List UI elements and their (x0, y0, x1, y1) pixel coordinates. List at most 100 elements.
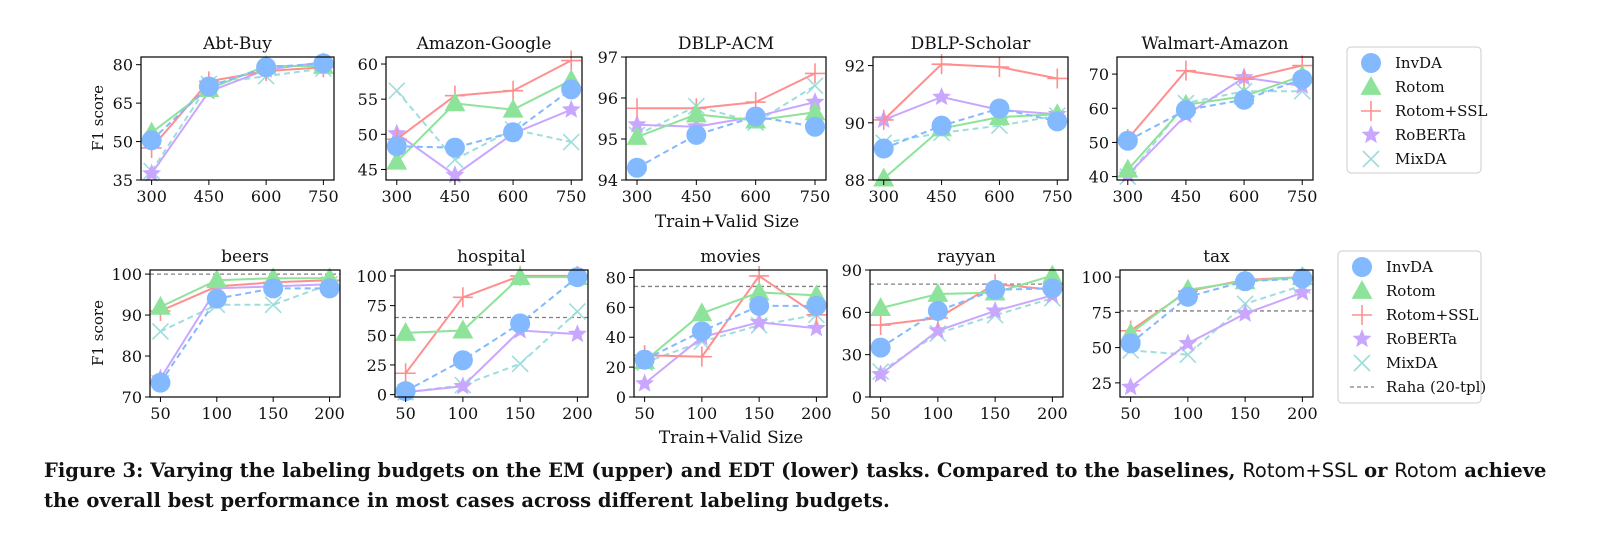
series-line-roberta (1129, 291, 1303, 388)
data-point-invda (503, 122, 524, 143)
x-tick-label: 600 (984, 187, 1015, 206)
legend-label-rotom-ssl: Rotom+SSL (1395, 102, 1487, 120)
x-tick-label: 450 (681, 187, 712, 206)
series-line-rotom-ssl (1127, 64, 1303, 140)
data-point-roberta (806, 318, 826, 337)
series-rotom-ssl (634, 265, 827, 367)
data-point-invda (749, 295, 770, 316)
data-point-mixda (806, 77, 824, 95)
series-line-rotom (643, 291, 817, 362)
series-roberta (150, 274, 340, 387)
data-point-mixda (511, 355, 529, 373)
x-tick-label: 100 (923, 404, 954, 423)
data-point-invda (985, 279, 1006, 300)
chart-panel-walmart-amazon: Walmart-Amazon 40 50 60 70 300 450 600 750 (1089, 34, 1318, 206)
x-tick-label: 600 (251, 187, 282, 206)
series-invda (1120, 268, 1313, 354)
caption-system-rotom-ssl: Rotom+SSL (1242, 459, 1358, 482)
series-line-mixda (405, 310, 579, 394)
data-point-roberta (142, 163, 162, 182)
legend-top: InvDA Rotom Rotom+SSL RoBERTa MixDA (1346, 46, 1487, 174)
data-point-rotom (691, 302, 713, 322)
y-axis-label-bottom: F1 score (89, 300, 107, 366)
y-tick-label: 97 (598, 48, 618, 67)
legend-frame (1337, 250, 1482, 404)
data-point-invda (1234, 89, 1255, 110)
x-tick-label: 300 (382, 187, 413, 206)
data-point-rotom-ssl (1047, 68, 1068, 89)
data-point-roberta (1292, 282, 1312, 301)
series-line-rotom-ssl (637, 72, 816, 110)
x-tick-label: 50 (395, 404, 415, 423)
series-line-rotom (880, 274, 1053, 310)
y-tick-label: 95 (598, 130, 618, 149)
y-tick-label: 50 (1092, 339, 1112, 358)
plot-frame (385, 56, 583, 181)
y-tick-label: 75 (367, 297, 387, 316)
x-tick-label: 150 (1230, 404, 1261, 423)
legend-swatch-invda (1352, 257, 1372, 277)
x-tick-label: 150 (980, 404, 1011, 423)
y-tick-label: 25 (1092, 374, 1112, 393)
data-point-invda (561, 79, 582, 100)
data-point-rotom (873, 167, 895, 187)
y-tick-label: 55 (358, 90, 378, 109)
data-point-rotom-ssl (805, 63, 825, 84)
data-point-rotom (444, 92, 466, 112)
data-point-rotom-ssl (503, 80, 524, 101)
series-rotom-ssl (873, 54, 1068, 130)
chart-panel-hospital: hospital 0 25 50 75 100 50 100 150 200 (356, 247, 592, 423)
y-tick-label: 45 (358, 160, 378, 179)
series-line-rotom (1129, 276, 1303, 335)
series-line-roberta (883, 95, 1058, 121)
chart-panel-movies: movies 0 20 40 60 80 50 100 150 200 (606, 247, 832, 423)
y-axis-label-top: F1 score (89, 85, 107, 151)
legend-label-invda: InvDA (1395, 54, 1442, 72)
data-point-rotom (395, 321, 417, 341)
plot-frame (149, 269, 341, 398)
series-line-invda (396, 88, 572, 149)
data-point-invda (870, 337, 891, 358)
legend-swatch-roberta (1352, 329, 1372, 348)
x-axis-label-top: Train+Valid Size (655, 212, 799, 232)
data-point-rotom (386, 150, 408, 170)
data-point-invda (686, 124, 707, 145)
data-point-invda (873, 138, 894, 159)
plot-frame (1116, 56, 1314, 181)
data-point-invda (452, 350, 473, 371)
x-tick-label: 200 (562, 404, 593, 423)
series-line-rotom-ssl (404, 274, 578, 374)
y-tick-label: 60 (606, 298, 626, 317)
x-tick-label: 300 (622, 187, 653, 206)
data-point-roberta (1121, 377, 1141, 396)
x-tick-label: 50 (150, 404, 170, 423)
figure-caption: Figure 3: Varying the labeling budgets o… (44, 456, 1564, 516)
series-invda (141, 53, 334, 151)
data-point-rotom-ssl (870, 315, 891, 336)
series-roberta (1118, 67, 1312, 183)
data-point-roberta (627, 114, 647, 133)
y-tick-label: 40 (606, 328, 626, 347)
series-rotom (870, 264, 1063, 317)
chart-panel-abt-buy: Abt-Buy 35 50 65 80 300 450 600 750 (113, 34, 339, 206)
series-invda (1117, 69, 1313, 151)
data-point-invda (256, 57, 277, 78)
x-tick-label: 750 (1287, 187, 1318, 206)
caption-text-2: or (1357, 459, 1395, 482)
series-line-invda (880, 287, 1053, 349)
y-tick-label: 25 (367, 356, 387, 375)
y-tick-label: 80 (122, 347, 142, 366)
data-point-invda (1042, 278, 1063, 299)
data-point-roberta (561, 99, 581, 118)
y-tick-label: 50 (1089, 133, 1109, 152)
series-line-roberta (159, 283, 330, 380)
chart-panel-dblp-scholar: DBLP-Scholar 88 90 92 300 450 600 750 (845, 34, 1073, 206)
data-point-invda (1177, 286, 1198, 307)
series-invda (870, 278, 1063, 358)
data-point-mixda (568, 302, 586, 321)
data-point-invda (989, 98, 1010, 119)
data-point-rotom (804, 101, 826, 121)
x-tick-label: 100 (202, 404, 233, 423)
chart-title: Walmart-Amazon (1141, 34, 1288, 54)
